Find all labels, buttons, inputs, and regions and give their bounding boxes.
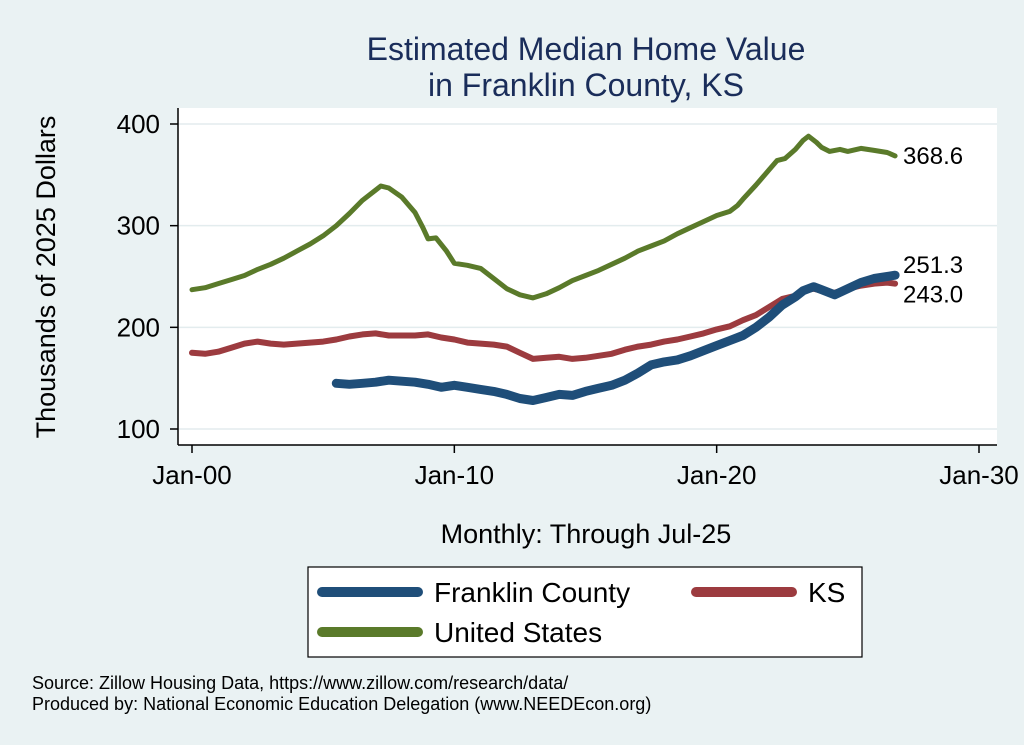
series-line-united-states (189, 133, 898, 301)
end-label-united-states: 368.6 (903, 143, 963, 170)
x-tick-label-2: Jan-20 (677, 460, 757, 490)
end-label-franklin-county: 251.3 (903, 252, 963, 279)
y-tick-label-300: 300 (117, 211, 160, 241)
legend-label-united-states: United States (434, 617, 602, 648)
legend-box (307, 566, 863, 658)
legend-label-franklin-county: Franklin County (434, 577, 630, 608)
producer-note: Produced by: National Economic Education… (32, 694, 651, 714)
source-note: Source: Zillow Housing Data, https://www… (32, 673, 568, 693)
x-ticks: Jan-00 Jan-10 Jan-20 Jan-30 (152, 445, 1019, 490)
end-labels: 368.6 243.0 251.3 (903, 143, 963, 309)
x-tick-label-3: Jan-30 (939, 460, 1019, 490)
y-tick-label-400: 400 (117, 109, 160, 139)
chart-title-line2: in Franklin County, KS (428, 67, 744, 103)
y-tick-label-100: 100 (117, 414, 160, 444)
y-axis-title: Thousands of 2025 Dollars (31, 116, 61, 439)
y-ticks: 100 200 300 400 (117, 109, 178, 444)
legend: Franklin County KS United States (317, 577, 845, 648)
series-lines (189, 133, 900, 405)
end-label-ks: 243.0 (903, 282, 963, 309)
x-axis-title: Monthly: Through Jul-25 (441, 519, 732, 549)
series-line-franklin-county (331, 270, 900, 405)
y-tick-label-200: 200 (117, 312, 160, 342)
gridlines (178, 123, 997, 430)
x-tick-label-1: Jan-10 (415, 460, 495, 490)
chart-title-line1: Estimated Median Home Value (367, 31, 806, 67)
x-tick-label-0: Jan-00 (152, 460, 232, 490)
legend-label-ks: KS (808, 577, 845, 608)
